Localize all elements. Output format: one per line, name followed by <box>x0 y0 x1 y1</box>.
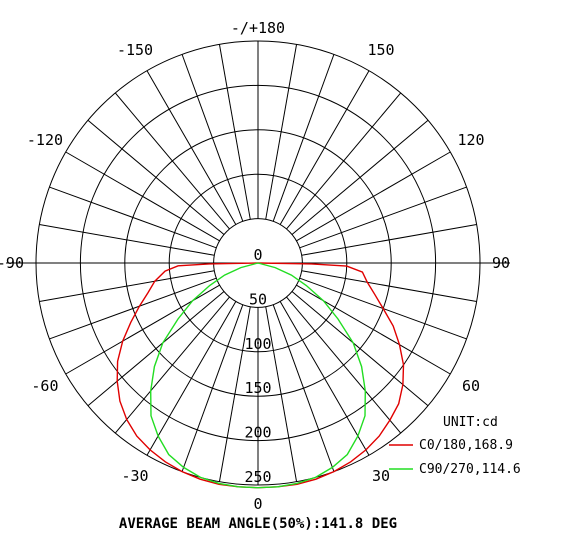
angle-tick-label: -/+180 <box>231 19 285 37</box>
angle-tick-label: 0 <box>253 495 262 513</box>
grid-spoke <box>114 92 230 230</box>
angle-tick-label: 90 <box>492 254 510 272</box>
angle-tick-label: 150 <box>367 41 394 59</box>
grid-spoke <box>65 151 220 242</box>
radial-tick-label: 0 <box>253 246 262 264</box>
grid-spoke <box>279 70 370 225</box>
radial-tick-label: 150 <box>244 379 271 397</box>
grid-spoke <box>301 270 477 303</box>
grid-spoke <box>296 151 451 242</box>
angle-labels: -/+180 150 -150 120 -120 90 -90 60 -60 30 -30 0 <box>0 19 510 513</box>
grid-spoke <box>296 284 451 375</box>
angle-tick-label: -120 <box>27 131 63 149</box>
series-layer <box>116 262 405 489</box>
grid-spoke <box>265 306 298 482</box>
radial-tick-label: 50 <box>249 290 267 308</box>
grid-spoke <box>218 44 251 220</box>
angle-tick-label: -30 <box>121 467 148 485</box>
grid-spoke <box>286 296 402 434</box>
legend-label-c0: C0/180,168.9 <box>419 438 513 453</box>
grid-spoke <box>299 186 467 249</box>
grid-spoke <box>218 306 251 482</box>
polar-grid <box>6 40 510 486</box>
unit-label: UNIT:cd <box>443 415 498 430</box>
angle-tick-label: -60 <box>31 377 58 395</box>
angle-tick-label: 60 <box>462 377 480 395</box>
angle-tick-label: 30 <box>372 467 390 485</box>
grid-spoke <box>272 304 335 472</box>
grid-spoke <box>39 270 215 303</box>
grid-spoke <box>114 296 230 434</box>
grid-spoke <box>181 54 244 222</box>
angle-tick-label: -90 <box>0 254 24 272</box>
radial-tick-label: 100 <box>244 335 271 353</box>
grid-spoke <box>87 119 225 235</box>
radial-tick-label: 250 <box>244 468 271 486</box>
grid-spoke <box>181 304 244 472</box>
angle-tick-label: 120 <box>457 131 484 149</box>
legend-label-c90: C90/270,114.6 <box>419 462 521 477</box>
grid-spoke <box>49 186 217 249</box>
grid-spoke <box>65 284 220 375</box>
grid-spoke <box>146 301 237 456</box>
grid-spoke <box>87 291 225 407</box>
grid-spoke <box>265 44 298 220</box>
grid-spoke <box>272 54 335 222</box>
grid-spoke <box>39 223 215 256</box>
radial-labels: 0 50 100 150 200 250 <box>244 246 271 486</box>
radial-tick-label: 200 <box>244 424 271 442</box>
grid-spoke <box>286 92 402 230</box>
grid-spoke <box>49 277 217 340</box>
grid-spoke <box>291 119 429 235</box>
grid-spoke <box>146 70 237 225</box>
grid-spoke <box>301 223 477 256</box>
legend: C0/180,168.9 C90/270,114.6 <box>389 438 521 477</box>
series-line-1 <box>149 262 367 489</box>
grid-spoke <box>291 291 429 407</box>
grid-spoke <box>279 301 370 456</box>
beam-angle-footer: AVERAGE BEAM ANGLE(50%):141.8 DEG <box>119 516 397 532</box>
angle-tick-label: -150 <box>117 41 153 59</box>
